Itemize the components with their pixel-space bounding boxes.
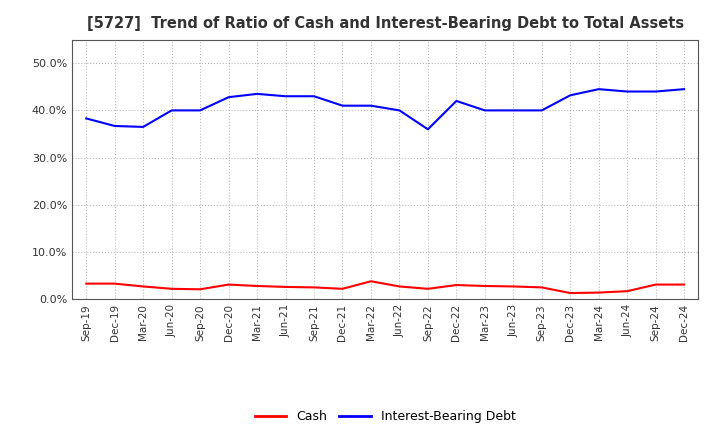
Interest-Bearing Debt bbox=[139, 124, 148, 129]
Cash bbox=[537, 285, 546, 290]
Cash bbox=[366, 279, 375, 284]
Cash bbox=[310, 285, 318, 290]
Interest-Bearing Debt bbox=[366, 103, 375, 108]
Cash bbox=[395, 284, 404, 289]
Cash bbox=[652, 282, 660, 287]
Cash bbox=[423, 286, 432, 291]
Interest-Bearing Debt bbox=[652, 89, 660, 94]
Cash bbox=[566, 290, 575, 296]
Cash bbox=[452, 282, 461, 288]
Cash bbox=[196, 286, 204, 292]
Cash bbox=[509, 284, 518, 289]
Title: [5727]  Trend of Ratio of Cash and Interest-Bearing Debt to Total Assets: [5727] Trend of Ratio of Cash and Intere… bbox=[86, 16, 684, 32]
Interest-Bearing Debt bbox=[680, 87, 688, 92]
Line: Cash: Cash bbox=[86, 281, 684, 293]
Legend: Cash, Interest-Bearing Debt: Cash, Interest-Bearing Debt bbox=[250, 405, 521, 428]
Cash bbox=[338, 286, 347, 291]
Interest-Bearing Debt bbox=[110, 123, 119, 128]
Interest-Bearing Debt bbox=[196, 108, 204, 113]
Interest-Bearing Debt bbox=[537, 108, 546, 113]
Cash bbox=[680, 282, 688, 287]
Interest-Bearing Debt bbox=[566, 93, 575, 98]
Cash bbox=[110, 281, 119, 286]
Interest-Bearing Debt bbox=[423, 127, 432, 132]
Interest-Bearing Debt bbox=[595, 87, 603, 92]
Interest-Bearing Debt bbox=[480, 108, 489, 113]
Interest-Bearing Debt bbox=[509, 108, 518, 113]
Interest-Bearing Debt bbox=[338, 103, 347, 108]
Interest-Bearing Debt bbox=[282, 94, 290, 99]
Cash bbox=[253, 283, 261, 289]
Cash bbox=[225, 282, 233, 287]
Cash bbox=[480, 283, 489, 289]
Cash bbox=[82, 281, 91, 286]
Cash bbox=[139, 284, 148, 289]
Interest-Bearing Debt bbox=[452, 98, 461, 103]
Interest-Bearing Debt bbox=[253, 91, 261, 96]
Cash bbox=[595, 290, 603, 295]
Cash bbox=[623, 289, 631, 294]
Line: Interest-Bearing Debt: Interest-Bearing Debt bbox=[86, 89, 684, 129]
Interest-Bearing Debt bbox=[167, 108, 176, 113]
Interest-Bearing Debt bbox=[82, 116, 91, 121]
Cash bbox=[282, 284, 290, 290]
Interest-Bearing Debt bbox=[623, 89, 631, 94]
Interest-Bearing Debt bbox=[395, 108, 404, 113]
Interest-Bearing Debt bbox=[225, 95, 233, 100]
Interest-Bearing Debt bbox=[310, 94, 318, 99]
Cash bbox=[167, 286, 176, 291]
